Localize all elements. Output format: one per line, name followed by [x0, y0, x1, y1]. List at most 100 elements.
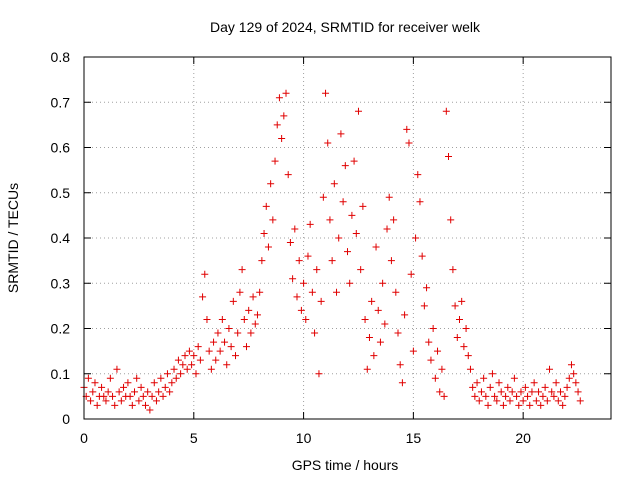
data-point	[174, 356, 182, 364]
data-point	[201, 270, 209, 278]
data-point	[497, 388, 505, 396]
y-tick-label: 0.1	[51, 366, 71, 382]
data-point	[313, 266, 321, 274]
data-point	[216, 347, 224, 355]
data-point	[306, 220, 314, 228]
data-point	[425, 338, 433, 346]
data-point	[499, 401, 507, 409]
data-point	[368, 297, 376, 305]
data-point	[240, 315, 248, 323]
chart-title: Day 129 of 2024, SRMTID for receiver wel…	[210, 19, 481, 35]
data-point	[170, 365, 178, 373]
data-point	[559, 401, 567, 409]
data-point	[159, 392, 167, 400]
data-point	[322, 89, 330, 97]
data-point	[144, 388, 152, 396]
data-point	[106, 374, 114, 382]
data-point	[372, 243, 380, 251]
data-point	[438, 365, 446, 373]
data-point	[486, 383, 494, 391]
data-point	[455, 315, 463, 323]
data-point	[137, 383, 145, 391]
data-point	[89, 388, 97, 396]
data-point	[440, 392, 448, 400]
data-point	[212, 356, 220, 364]
data-point	[109, 392, 117, 400]
data-point	[567, 361, 575, 369]
data-point	[385, 193, 393, 201]
data-point	[93, 401, 101, 409]
data-point	[181, 352, 189, 360]
data-point	[576, 397, 584, 405]
data-point	[539, 392, 547, 400]
data-point	[157, 374, 165, 382]
data-point	[218, 315, 226, 323]
data-point	[203, 315, 211, 323]
data-point	[363, 365, 371, 373]
data-point	[412, 234, 420, 242]
x-tick-labels: 0 5 10 15 20	[80, 430, 531, 446]
data-point	[135, 397, 143, 405]
data-point	[188, 361, 196, 369]
data-point	[177, 370, 185, 378]
data-point	[383, 225, 391, 233]
data-point	[407, 270, 415, 278]
data-point	[341, 162, 349, 170]
data-point	[524, 392, 532, 400]
y-tick-label: 0.6	[51, 140, 71, 156]
data-point	[537, 401, 545, 409]
data-point	[530, 379, 538, 387]
data-point	[192, 370, 200, 378]
data-point	[370, 352, 378, 360]
data-point	[111, 401, 119, 409]
data-point	[541, 383, 549, 391]
data-point	[251, 320, 259, 328]
data-point	[451, 302, 459, 310]
data-point	[436, 388, 444, 396]
y-tick-label: 0.7	[51, 94, 71, 110]
y-tick-labels: 0 0.1 0.2 0.3 0.4 0.5 0.6 0.7 0.8	[51, 49, 71, 427]
data-point	[477, 388, 485, 396]
data-point	[194, 343, 202, 351]
data-point	[102, 397, 110, 405]
data-point	[475, 397, 483, 405]
data-point	[291, 225, 299, 233]
data-point	[466, 365, 474, 373]
data-point	[300, 279, 308, 287]
data-point	[418, 252, 426, 260]
data-point	[387, 257, 395, 265]
data-point	[289, 275, 297, 283]
data-point	[346, 279, 354, 287]
data-point	[376, 338, 384, 346]
data-point	[262, 202, 270, 210]
data-point	[256, 288, 264, 296]
data-point	[535, 388, 543, 396]
data-point	[471, 392, 479, 400]
data-point	[141, 401, 149, 409]
x-tick-label: 0	[80, 430, 88, 446]
x-axis-label: GPS time / hours	[292, 457, 399, 473]
data-point	[390, 216, 398, 224]
data-point	[570, 370, 578, 378]
data-point	[563, 383, 571, 391]
data-point	[357, 266, 365, 274]
data-point	[449, 266, 457, 274]
data-point	[409, 347, 417, 355]
data-point	[258, 257, 266, 265]
data-point	[161, 383, 169, 391]
data-point	[469, 383, 477, 391]
data-point	[333, 288, 341, 296]
data-point	[473, 379, 481, 387]
data-point	[532, 397, 540, 405]
data-point	[381, 320, 389, 328]
data-point	[166, 388, 174, 396]
data-point	[354, 107, 362, 115]
data-point	[126, 392, 134, 400]
data-point	[445, 153, 453, 161]
data-point	[546, 365, 554, 373]
data-point	[225, 325, 233, 332]
x-tick-label: 5	[190, 430, 198, 446]
y-tick-label: 0.3	[51, 275, 71, 291]
data-point	[163, 370, 171, 378]
